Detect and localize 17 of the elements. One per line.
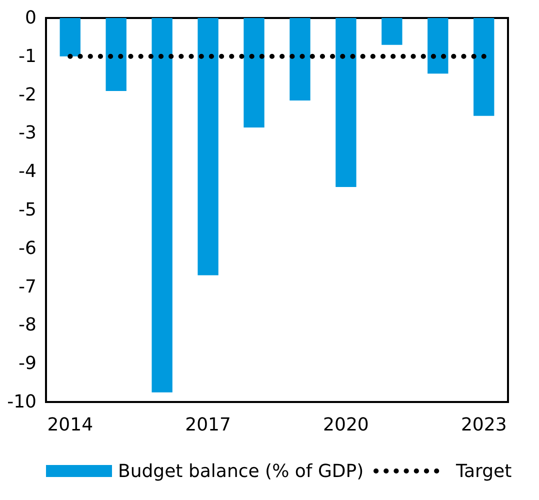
y-tick-label: -2 — [18, 84, 36, 106]
x-tick-label: 2020 — [323, 414, 369, 436]
y-tick-label: -3 — [18, 122, 36, 144]
y-tick-label: -7 — [18, 276, 36, 298]
y-tick-label: -5 — [18, 200, 36, 220]
y-tick-label: -10 — [7, 392, 36, 412]
y-tick-label: -1 — [18, 46, 36, 67]
x-tick-label: 2017 — [185, 414, 231, 436]
y-tick-label: -9 — [18, 353, 36, 374]
y-tick-label: -8 — [18, 314, 36, 336]
y-tick-label: -4 — [18, 161, 36, 182]
y-tick-label: -6 — [18, 238, 36, 259]
legend-label: Budget balance (% of GDP) — [118, 461, 364, 482]
legend-label: Target — [455, 461, 512, 482]
y-tick-label: 0 — [25, 8, 36, 28]
x-tick-label: 2014 — [47, 414, 94, 436]
x-tick-label: 2023 — [460, 414, 507, 436]
